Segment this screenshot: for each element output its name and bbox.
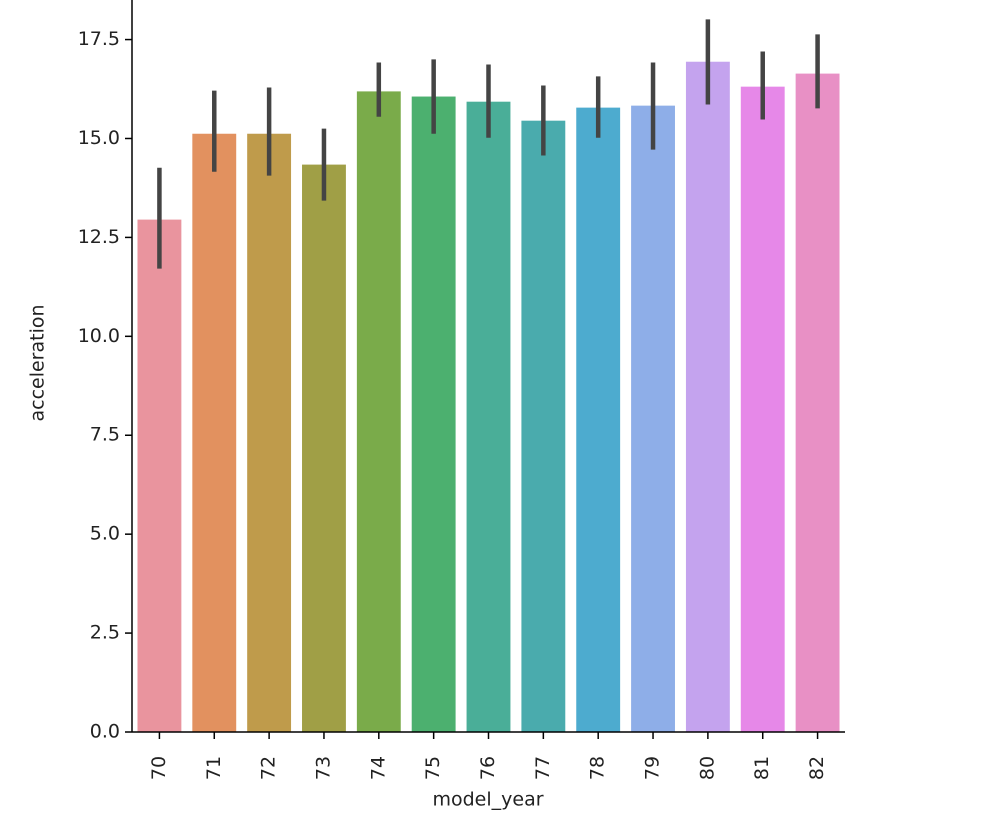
x-axis-label: model_year [432,789,543,811]
bar [576,107,621,733]
x-tick-label: 74 [367,756,389,780]
y-tick-label: 0.0 [90,721,120,743]
x-tick-label: 79 [642,756,664,780]
y-tick-label: 10.0 [78,325,120,347]
x-tick-label: 82 [806,756,828,780]
y-tick-label: 12.5 [78,226,120,248]
y-tick-label: 15.0 [78,127,120,149]
x-tick-label: 73 [312,756,334,780]
bar [137,219,182,733]
bar [685,61,730,733]
x-tick-label: 76 [477,756,499,780]
bar [466,101,511,732]
bar [411,96,456,733]
x-tick-label: 78 [587,756,609,780]
bar [192,133,237,732]
x-tick-label: 75 [422,756,444,780]
x-tick-label: 71 [203,756,225,780]
bar [247,133,292,732]
bar [795,73,840,732]
x-tick-label: 80 [696,756,718,780]
bar [631,105,675,733]
bar [740,86,785,733]
bar [521,120,566,732]
x-tick-label: 70 [148,756,170,780]
x-tick-label: 77 [532,756,554,780]
bar [302,164,346,732]
y-tick-label: 7.5 [90,424,120,446]
y-axis-label: acceleration [27,304,49,421]
y-tick-label: 5.0 [90,523,120,545]
y-tick-label: 2.5 [90,622,120,644]
bar [356,91,401,733]
x-tick-label: 72 [258,756,280,780]
y-tick-label: 17.5 [78,28,120,50]
x-tick-label: 81 [751,756,773,780]
